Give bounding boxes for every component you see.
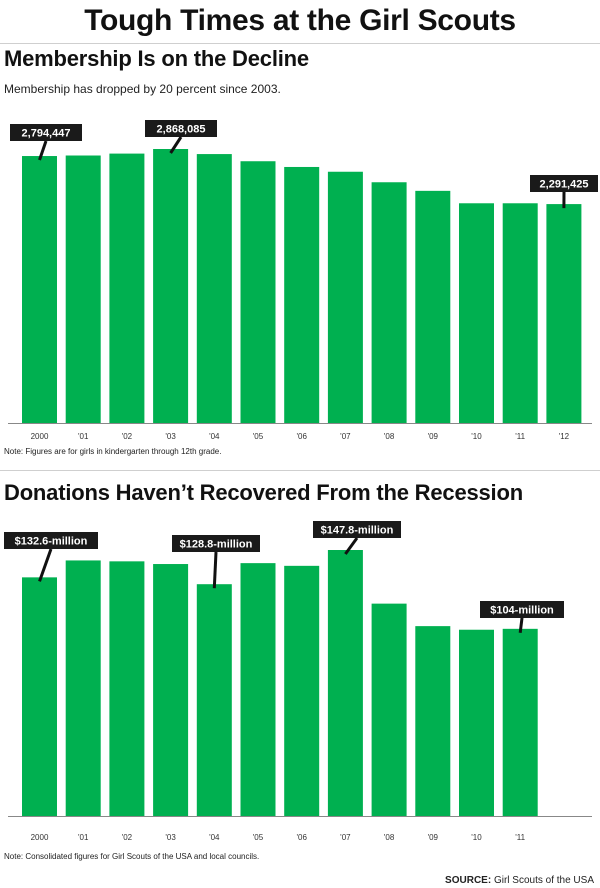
x-tick-label: '03 <box>165 833 176 842</box>
data-label: 2,868,085 <box>157 124 206 136</box>
x-tick-label: '04 <box>209 833 220 842</box>
x-tick-label: '11 <box>515 432 525 441</box>
data-label: 2,291,425 <box>540 179 589 191</box>
section-divider <box>0 470 600 471</box>
bar-'06 <box>284 166 320 423</box>
bar-'01 <box>65 560 101 816</box>
bar-'05 <box>240 161 276 423</box>
x-tick-label: '06 <box>296 833 307 842</box>
callout-leader <box>518 617 524 634</box>
membership-chart-subtitle: Membership has dropped by 20 percent sin… <box>4 82 281 96</box>
bar-'05 <box>240 563 276 816</box>
callout-box <box>145 120 217 137</box>
data-label: $132.6-million <box>15 536 88 548</box>
x-tick-label: '02 <box>122 432 133 441</box>
callout-leader <box>344 537 359 555</box>
x-tick-label: '09 <box>428 833 439 842</box>
bar-2000 <box>22 577 57 816</box>
data-label: 2,794,447 <box>22 128 71 140</box>
x-tick-label: '11 <box>515 833 525 842</box>
bar-'09 <box>415 190 451 423</box>
callout-leader <box>212 551 218 589</box>
x-tick-label: 2000 <box>31 432 49 441</box>
bar-'06 <box>284 565 320 816</box>
x-tick-label: '09 <box>428 432 439 441</box>
x-tick-label: '02 <box>122 833 133 842</box>
x-tick-label: '05 <box>253 833 264 842</box>
callout-box <box>4 532 98 549</box>
membership-chart-title: Membership Is on the Decline <box>4 46 309 71</box>
bar-'03 <box>153 149 189 423</box>
x-tick-label: '01 <box>78 833 89 842</box>
x-tick-label: '06 <box>296 432 307 441</box>
bar-'02 <box>109 153 145 423</box>
x-tick-label: '12 <box>559 432 570 441</box>
x-tick-label: '10 <box>471 432 482 441</box>
callout-box <box>530 175 598 192</box>
callout-box <box>10 124 82 141</box>
bar-'09 <box>415 626 451 816</box>
donations-chart-title: Donations Haven’t Recovered From the Rec… <box>4 480 523 505</box>
donations-bar-chart: 2000 '01 '02 '03 '04 '05 '06 '07 '08 '09 '10 '11 $13… <box>4 521 592 842</box>
source-text: Girl Scouts of the USA <box>493 875 594 886</box>
data-label: $128.8-million <box>180 539 253 551</box>
x-tick-label: '08 <box>384 833 395 842</box>
callout-box <box>480 601 564 618</box>
callout-box <box>172 535 260 552</box>
data-label: $104-million <box>490 605 554 617</box>
x-tick-label: '05 <box>253 432 264 441</box>
callout-box <box>313 521 401 538</box>
callout-leader <box>38 140 48 161</box>
x-tick-label: '03 <box>165 432 176 441</box>
callout-leader <box>169 136 183 154</box>
bar-'07 <box>327 550 363 816</box>
x-tick-label: '01 <box>78 432 89 441</box>
membership-bar-chart: 2000 '01 '02 '03 '04 '05 '06 '07 '08 '09 '10 '11 '12… <box>8 120 598 441</box>
bar-'08 <box>371 182 407 423</box>
bar-'02 <box>109 561 145 816</box>
bar-'07 <box>327 171 363 423</box>
x-tick-label: '07 <box>340 833 351 842</box>
title-divider <box>0 43 600 44</box>
x-tick-label: '08 <box>384 432 395 441</box>
x-tick-label: '10 <box>471 833 482 842</box>
bar-'08 <box>371 603 407 816</box>
membership-chart-note: Note: Figures are for girls in kindergar… <box>4 447 222 456</box>
x-tick-label: 2000 <box>31 833 49 842</box>
donations-chart-note: Note: Consolidated figures for Girl Scou… <box>4 852 260 861</box>
bar-'04 <box>196 154 232 424</box>
bar-'12 <box>546 204 582 423</box>
callout-leader <box>38 548 53 582</box>
data-label: $147.8-million <box>321 525 394 537</box>
bar-2000 <box>22 156 57 423</box>
bar-'04 <box>196 584 232 816</box>
bar-'01 <box>65 155 101 423</box>
bar-'10 <box>459 629 494 816</box>
bar-'03 <box>153 564 189 816</box>
source-label: SOURCE: <box>445 875 492 886</box>
x-tick-label: '07 <box>340 432 351 441</box>
bar-'11 <box>502 628 538 816</box>
bar-'11 <box>502 203 538 423</box>
page-title: Tough Times at the Girl Scouts <box>84 4 516 37</box>
bar-'10 <box>459 203 494 423</box>
source-credit: SOURCE: Girl Scouts of the USA <box>445 875 594 886</box>
x-tick-label: '04 <box>209 432 220 441</box>
